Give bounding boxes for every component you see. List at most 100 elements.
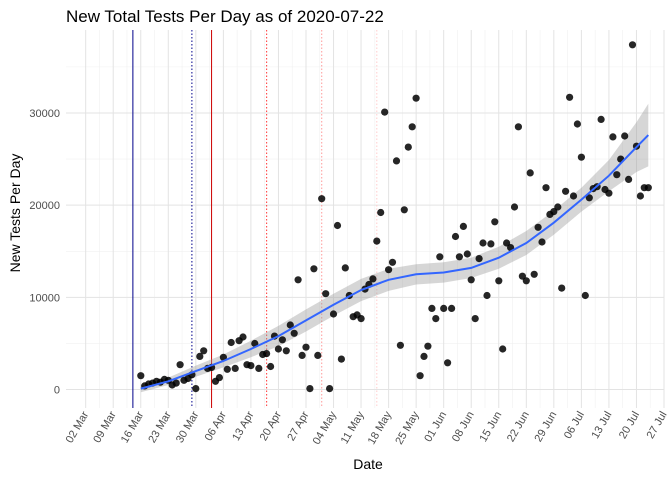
data-point xyxy=(404,143,412,151)
smooth-line xyxy=(140,134,650,390)
x-tick-label: 18 May xyxy=(366,409,395,447)
data-point xyxy=(566,93,574,101)
smooth-trend-line xyxy=(140,134,650,390)
grid-lines xyxy=(66,30,665,408)
x-axis-title: Date xyxy=(353,456,383,472)
data-point xyxy=(459,222,467,230)
data-point xyxy=(400,206,408,214)
data-point xyxy=(554,203,562,211)
data-point xyxy=(479,239,487,247)
data-point xyxy=(436,253,444,261)
data-point xyxy=(467,276,475,284)
x-tick-label: 30 Mar xyxy=(174,409,202,445)
x-tick-label: 06 Apr xyxy=(203,409,229,443)
data-point xyxy=(412,94,420,102)
x-tick-label: 08 Jun xyxy=(450,409,477,444)
data-point xyxy=(597,115,605,123)
data-point xyxy=(448,304,456,312)
data-point xyxy=(558,284,566,292)
data-point xyxy=(231,364,239,372)
data-point xyxy=(432,315,440,323)
data-point xyxy=(628,41,637,49)
data-point xyxy=(621,132,629,140)
x-tick-label: 02 Mar xyxy=(64,409,92,445)
data-point xyxy=(381,108,389,116)
data-point xyxy=(278,336,286,344)
data-point xyxy=(424,342,432,350)
data-point xyxy=(609,133,617,141)
event-lines xyxy=(132,30,378,408)
y-axis-ticks: 0 10000 20000 30000 xyxy=(29,108,60,397)
data-point xyxy=(322,290,330,298)
data-point xyxy=(196,352,204,360)
x-tick-label: 27 Jul xyxy=(645,410,670,441)
x-axis-ticks: 02 Mar 09 Mar 16 Mar 23 Mar 30 Mar 06 Apr 13 A… xyxy=(64,409,670,447)
data-point xyxy=(200,347,208,355)
x-tick-label: 16 Mar xyxy=(119,409,147,445)
data-point xyxy=(451,232,460,241)
x-tick-label: 20 Apr xyxy=(258,409,284,443)
data-point xyxy=(487,240,495,248)
data-point xyxy=(455,253,463,261)
y-tick-label: 30000 xyxy=(29,108,60,120)
data-point xyxy=(318,195,326,203)
data-point xyxy=(290,329,298,337)
data-point xyxy=(263,350,271,358)
data-point xyxy=(530,270,538,278)
x-tick-label: 11 May xyxy=(339,409,367,446)
data-point xyxy=(491,218,499,226)
data-point xyxy=(329,310,338,318)
data-point xyxy=(392,157,401,165)
data-point xyxy=(219,353,227,361)
data-point xyxy=(475,255,483,263)
data-point xyxy=(223,365,231,373)
data-point xyxy=(314,351,322,359)
data-point xyxy=(227,338,235,347)
data-point xyxy=(605,189,613,197)
data-points xyxy=(137,41,652,393)
data-point xyxy=(644,184,652,192)
data-point xyxy=(408,123,416,131)
y-axis-title: New Tests Per Day xyxy=(7,154,23,273)
x-tick-label: 09 Mar xyxy=(91,409,119,445)
data-point xyxy=(499,345,507,353)
data-point xyxy=(255,364,263,372)
confidence-band-area xyxy=(140,103,649,393)
data-point xyxy=(471,315,479,323)
data-point xyxy=(569,192,578,200)
data-point xyxy=(581,291,589,300)
data-point xyxy=(192,385,200,393)
data-point xyxy=(298,351,306,359)
y-tick-label: 10000 xyxy=(29,292,60,304)
data-point xyxy=(369,275,377,283)
data-point xyxy=(625,175,633,183)
data-point xyxy=(306,385,314,393)
data-point xyxy=(302,343,310,351)
data-point xyxy=(274,345,282,353)
x-tick-label: 29 Jun xyxy=(533,409,560,444)
data-point xyxy=(573,120,582,128)
x-tick-label: 04 May xyxy=(311,409,340,447)
data-point xyxy=(440,304,448,312)
data-point xyxy=(420,352,428,360)
data-point xyxy=(495,277,503,285)
data-point xyxy=(239,333,247,341)
data-point xyxy=(267,362,275,371)
data-point xyxy=(444,359,452,367)
data-point xyxy=(538,238,546,246)
data-point xyxy=(483,291,491,300)
y-tick-label: 20000 xyxy=(29,200,60,212)
x-tick-label: 06 Jul xyxy=(562,410,587,441)
data-point xyxy=(294,276,302,284)
x-tick-label: 27 Apr xyxy=(285,409,311,443)
data-point xyxy=(215,374,223,382)
data-point xyxy=(416,372,424,380)
data-point xyxy=(333,221,342,230)
data-point xyxy=(385,266,393,274)
data-point xyxy=(510,203,519,211)
data-point xyxy=(428,304,436,312)
x-tick-label: 23 Mar xyxy=(146,409,174,445)
data-point xyxy=(396,341,404,349)
data-point xyxy=(286,321,294,329)
